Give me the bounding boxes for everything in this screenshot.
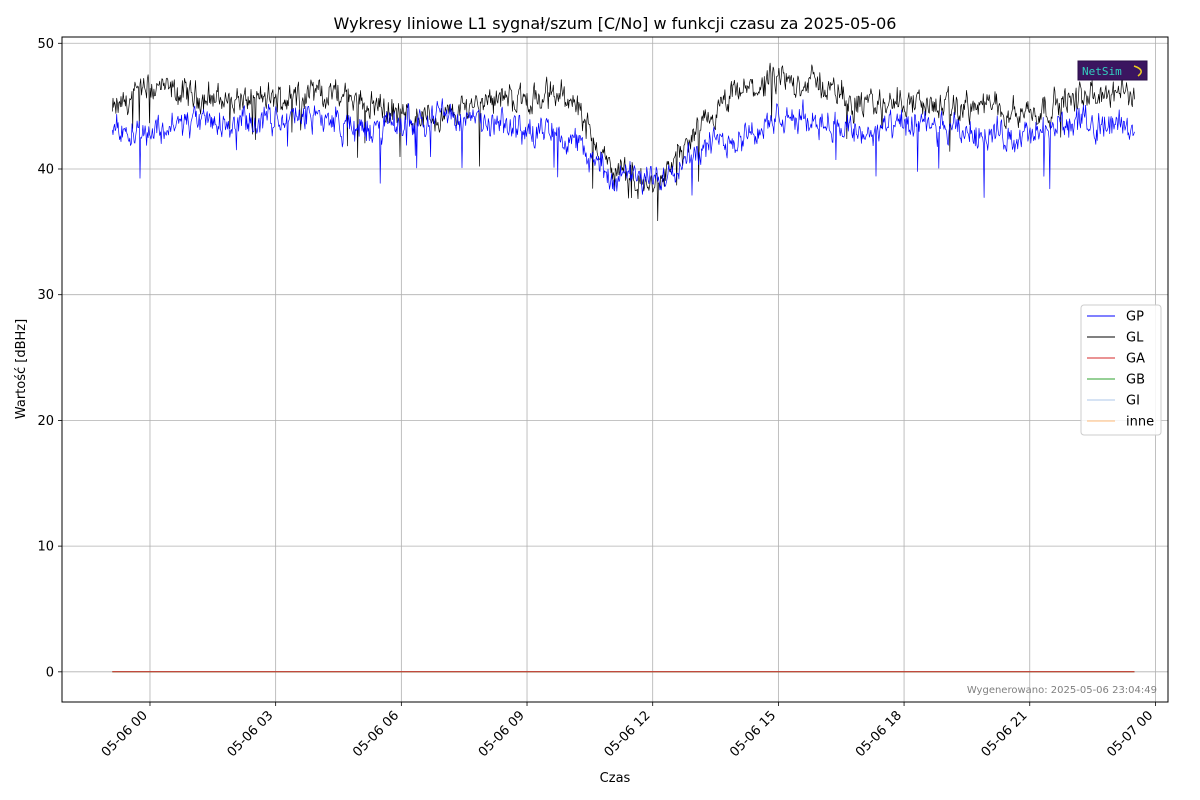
x-tick-label: 05-06 15	[727, 708, 779, 760]
logo-text: NetSim	[1082, 65, 1122, 78]
y-axis-title: Wartość [dBHz]	[14, 319, 29, 419]
y-tick-label: 40	[37, 162, 54, 177]
legend-label-gp: GP	[1126, 310, 1144, 325]
x-tick-label: 05-06 12	[602, 708, 654, 760]
plot-frame	[61, 36, 1169, 703]
generated-timestamp: Wygenerowano: 2025-05-06 23:04:49	[967, 685, 1157, 696]
legend-label-ga: GA	[1126, 352, 1145, 367]
chart-title: Wykresy liniowe L1 sygnał/szum [C/No] w …	[334, 14, 897, 33]
series-line-gl	[111, 62, 1135, 222]
legend-label-gb: GB	[1126, 373, 1145, 388]
x-tick-label: 05-06 21	[979, 708, 1031, 760]
legend-label-inne: inne	[1126, 415, 1154, 430]
y-tick-label: 30	[37, 288, 54, 303]
legend-label-gi: GI	[1126, 394, 1140, 409]
y-tick-label: 10	[37, 540, 54, 555]
y-tick-label: 20	[37, 414, 54, 429]
series-line-gp	[111, 98, 1135, 198]
x-axis-title: Czas	[600, 771, 631, 786]
chart-legend: GP GL GA GB GI inne	[1080, 304, 1162, 436]
x-tick-label: 05-06 09	[476, 708, 528, 760]
x-tick-label: 05-06 00	[99, 708, 151, 760]
netsim-logo: NetSim	[1077, 60, 1148, 81]
plot-area: 0 10 20 30 40 50 05-06 00 05-06 03 05-06 06 05-06…	[37, 36, 1169, 760]
y-tick-label: 50	[37, 37, 54, 52]
legend-label-gl: GL	[1126, 331, 1144, 346]
y-tick-label: 0	[46, 665, 54, 680]
x-tick-label: 05-06 18	[853, 708, 905, 760]
x-tick-label: 05-06 06	[350, 708, 402, 760]
x-tick-label: 05-06 03	[225, 708, 277, 760]
x-tick-label: 05-07 00	[1104, 708, 1156, 760]
